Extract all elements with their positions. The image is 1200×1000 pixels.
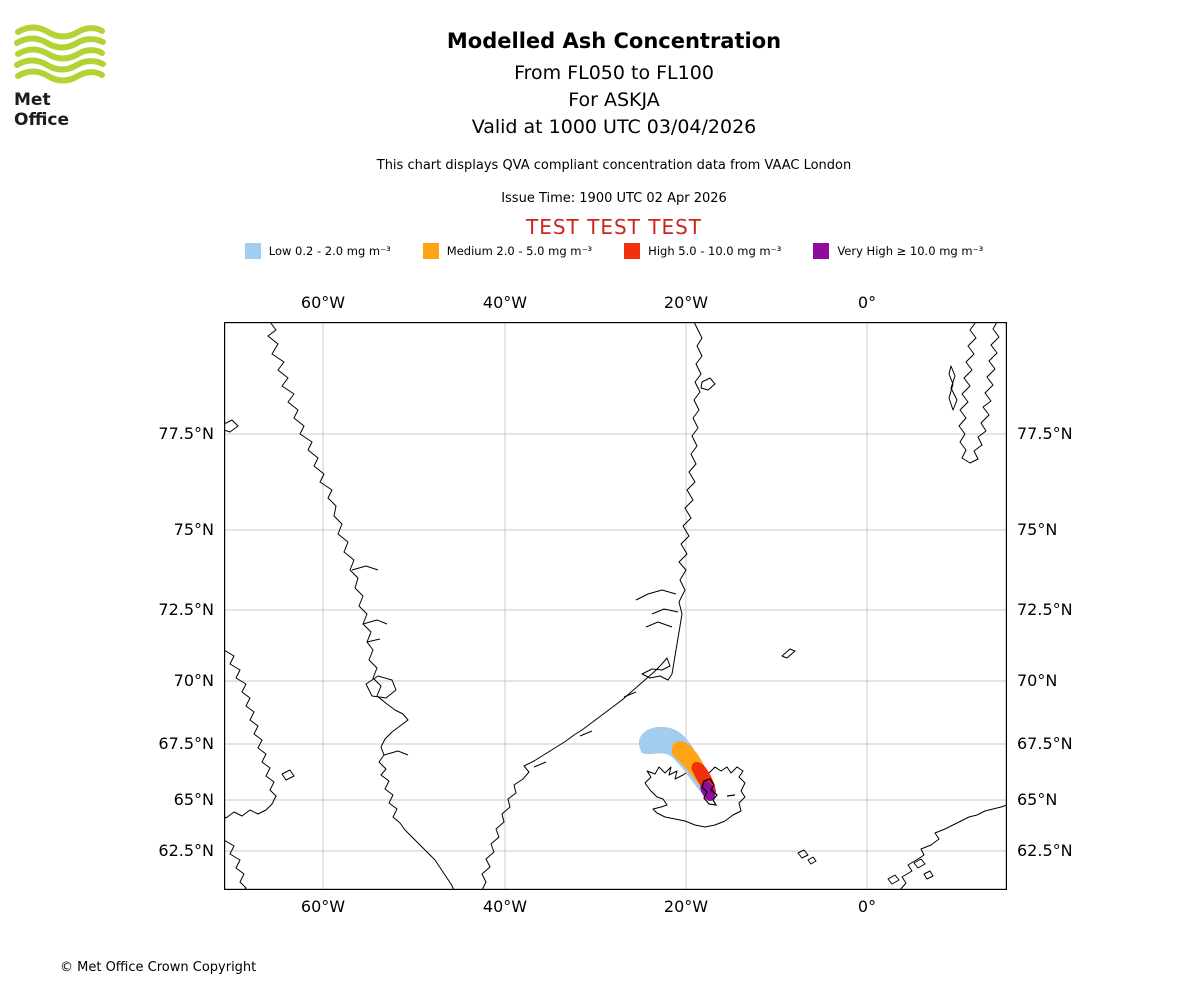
legend-swatch-high bbox=[624, 243, 641, 259]
baffin-island-south-coastline bbox=[224, 839, 247, 890]
coastlines bbox=[224, 322, 1007, 890]
ocean-background bbox=[224, 322, 1007, 890]
test-banner: TEST TEST TEST bbox=[525, 215, 702, 239]
lat-label-right-62-5n: 62.5°N bbox=[1017, 841, 1073, 860]
legend: Low 0.2 - 2.0 mg m⁻³ Medium 2.0 - 5.0 mg… bbox=[28, 243, 1200, 259]
grid-lines bbox=[224, 322, 1007, 890]
legend-swatch-very-high bbox=[813, 243, 830, 259]
baffin-island-coastline bbox=[224, 649, 277, 819]
greenland-west-coastline bbox=[267, 322, 455, 890]
map-canvas bbox=[224, 322, 1007, 890]
greenland-fjords bbox=[533, 589, 679, 768]
lon-label-bottom-60w: 60°W bbox=[300, 897, 346, 916]
legend-item-low: Low 0.2 - 2.0 mg m⁻³ bbox=[244, 243, 391, 259]
lat-label-left-77-5n: 77.5°N bbox=[158, 424, 214, 443]
lon-label-top-40w: 40°W bbox=[482, 293, 528, 312]
lat-label-left-75n: 75°N bbox=[173, 520, 214, 539]
legend-label-medium: Medium 2.0 - 5.0 mg m⁻³ bbox=[446, 244, 593, 258]
lon-label-bottom-40w: 40°W bbox=[482, 897, 528, 916]
prins-karls-forland-island bbox=[948, 365, 958, 411]
map-border bbox=[224, 322, 1007, 890]
subtitle-flight-levels: From FL050 to FL100 bbox=[514, 62, 714, 84]
legend-label-low: Low 0.2 - 2.0 mg m⁻³ bbox=[268, 244, 391, 258]
lat-label-right-72-5n: 72.5°N bbox=[1017, 600, 1073, 619]
lat-label-left-67-5n: 67.5°N bbox=[158, 734, 214, 753]
lat-label-right-75n: 75°N bbox=[1017, 520, 1058, 539]
svalbard-coastline bbox=[958, 322, 1000, 464]
lon-label-top-20w: 20°W bbox=[663, 293, 709, 312]
ash-plume bbox=[638, 726, 716, 802]
logo-waves-icon bbox=[14, 24, 106, 84]
norway-coastline bbox=[899, 804, 1007, 890]
jan-mayen-island bbox=[781, 648, 796, 659]
volcano-marker-icon bbox=[701, 778, 736, 806]
issue-time: Issue Time: 1900 UTC 02 Apr 2026 bbox=[501, 191, 727, 206]
lat-label-left-62-5n: 62.5°N bbox=[158, 841, 214, 860]
lat-label-right-77-5n: 77.5°N bbox=[1017, 424, 1073, 443]
baffin-offshore-island bbox=[281, 769, 295, 781]
greenland-east-coastline bbox=[481, 322, 703, 890]
map-panel bbox=[224, 322, 1007, 890]
lat-label-right-67-5n: 67.5°N bbox=[1017, 734, 1073, 753]
legend-swatch-medium bbox=[422, 243, 439, 259]
lat-label-right-65n: 65°N bbox=[1017, 790, 1058, 809]
legend-label-very-high: Very High ≥ 10.0 mg m⁻³ bbox=[837, 244, 984, 258]
lon-label-top-60w: 60°W bbox=[300, 293, 346, 312]
small-island-left-edge bbox=[224, 419, 239, 433]
subtitle-valid-time: Valid at 1000 UTC 03/04/2026 bbox=[471, 116, 757, 138]
page-title: Modelled Ash Concentration bbox=[446, 29, 782, 53]
lat-label-left-70n: 70°N bbox=[173, 671, 214, 690]
lat-label-right-70n: 70°N bbox=[1017, 671, 1058, 690]
lon-label-top-0: 0° bbox=[857, 293, 877, 312]
met-office-logo: Met Office bbox=[14, 24, 110, 130]
greenland-west-fjords bbox=[351, 565, 409, 756]
plume-low bbox=[638, 726, 715, 799]
legend-item-high: High 5.0 - 10.0 mg m⁻³ bbox=[624, 243, 781, 259]
legend-label-high: High 5.0 - 10.0 mg m⁻³ bbox=[648, 244, 782, 258]
plume-very-high bbox=[700, 781, 716, 802]
chart-description: This chart displays QVA compliant concen… bbox=[376, 158, 852, 173]
legend-item-medium: Medium 2.0 - 5.0 mg m⁻³ bbox=[422, 243, 593, 259]
offshore-islands-ne-greenland bbox=[700, 377, 716, 391]
logo-wordmark: Met Office bbox=[14, 90, 70, 130]
subtitle-volcano: For ASKJA bbox=[568, 89, 660, 111]
lat-label-left-72-5n: 72.5°N bbox=[158, 600, 214, 619]
lon-label-bottom-0: 0° bbox=[857, 897, 877, 916]
faroe-islands bbox=[797, 849, 817, 865]
iceland-coastline bbox=[644, 766, 746, 828]
lat-label-left-65n: 65°N bbox=[173, 790, 214, 809]
copyright-text: © Met Office Crown Copyright bbox=[60, 960, 257, 975]
legend-swatch-low bbox=[244, 243, 261, 259]
legend-item-very-high: Very High ≥ 10.0 mg m⁻³ bbox=[813, 243, 983, 259]
norway-offshore-islands bbox=[887, 858, 934, 885]
lon-label-bottom-20w: 20°W bbox=[663, 897, 709, 916]
disko-island bbox=[365, 675, 397, 699]
